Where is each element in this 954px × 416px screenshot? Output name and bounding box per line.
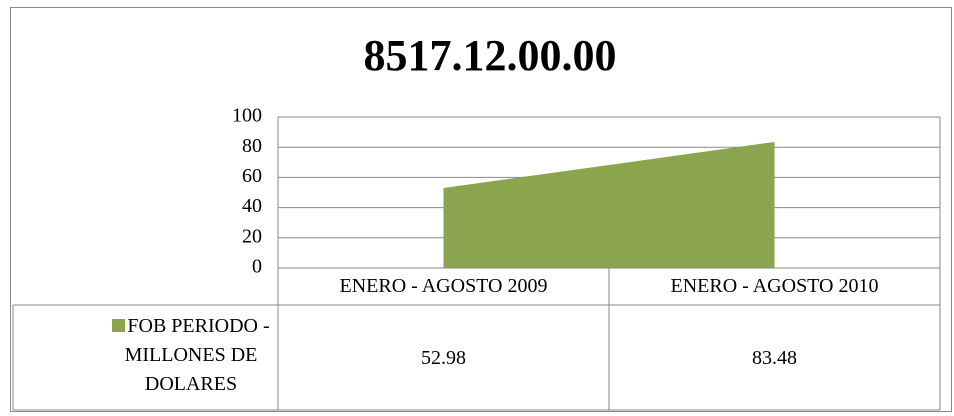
legend-swatch	[112, 319, 126, 332]
data-table-value: 52.98	[421, 347, 466, 369]
y-tick-label: 20	[242, 225, 262, 247]
y-tick-label: 60	[242, 165, 262, 187]
x-tick-label: ENERO - AGOSTO 2009	[340, 275, 548, 297]
data-table-value: 83.48	[752, 347, 797, 369]
y-tick-label: 100	[232, 105, 262, 127]
legend-entry: FOB PERIODO - MILLONES DE DOLARES	[110, 312, 272, 399]
area	[443, 141, 775, 268]
x-tick-label: ENERO - AGOSTO 2010	[671, 275, 879, 297]
legend-label: FOB PERIODO - MILLONES DE DOLARES	[124, 315, 270, 395]
y-tick-label: 40	[242, 195, 262, 217]
chart-border	[10, 7, 952, 412]
y-tick-label: 80	[242, 135, 262, 157]
chart-title: 8517.12.00.00	[364, 31, 617, 80]
y-tick-label: 0	[252, 256, 262, 278]
